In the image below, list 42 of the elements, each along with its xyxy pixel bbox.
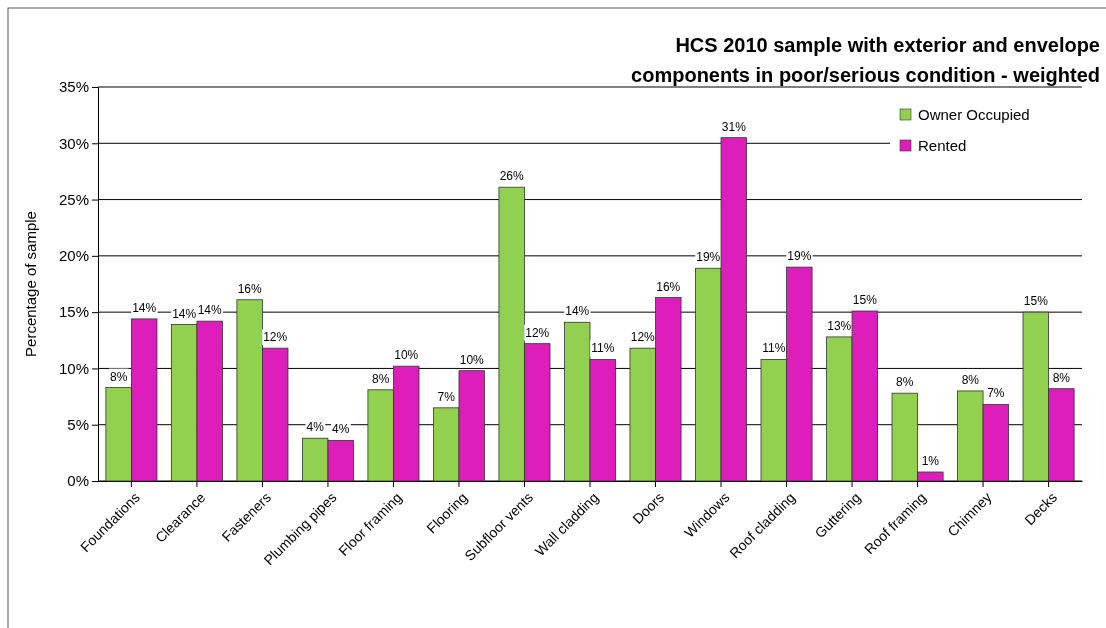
y-tick-label: 20% bbox=[58, 247, 89, 265]
data-label: 15% bbox=[1023, 294, 1049, 309]
y-tick-label: 35% bbox=[58, 78, 89, 96]
y-tick-label: 10% bbox=[58, 359, 89, 377]
y-tick-label: 30% bbox=[58, 134, 89, 152]
data-label: 12% bbox=[263, 330, 288, 345]
data-label: 16% bbox=[237, 281, 262, 296]
data-label: 7% bbox=[437, 389, 456, 404]
data-label: 11% bbox=[591, 341, 615, 356]
data-label: 31% bbox=[721, 119, 747, 134]
data-label: 15% bbox=[852, 293, 878, 308]
data-label: 11% bbox=[762, 341, 786, 356]
data-label: 4% bbox=[332, 422, 350, 437]
data-label: 8% bbox=[896, 375, 914, 390]
legend-label: Rented bbox=[918, 137, 967, 154]
data-label: 8% bbox=[961, 372, 980, 387]
data-label: 19% bbox=[696, 250, 721, 265]
y-axis-title: Percentage of sample bbox=[22, 211, 39, 357]
data-label: 7% bbox=[987, 386, 1005, 401]
data-label: 8% bbox=[372, 371, 390, 386]
data-label: 13% bbox=[827, 318, 852, 333]
data-label: 12% bbox=[630, 330, 656, 345]
data-label: 8% bbox=[109, 369, 128, 384]
data-label: 19% bbox=[787, 249, 812, 264]
data-label: 10% bbox=[394, 348, 419, 363]
y-tick-label: 0% bbox=[67, 472, 89, 490]
data-label: 10% bbox=[459, 352, 485, 367]
data-label: 4% bbox=[306, 420, 325, 435]
data-label: 14% bbox=[197, 303, 223, 318]
data-label: 1% bbox=[921, 453, 940, 468]
data-label: 16% bbox=[656, 279, 681, 294]
data-label: 8% bbox=[1052, 370, 1071, 385]
y-tick-label: 25% bbox=[58, 190, 89, 208]
legend-label: Owner Occupied bbox=[918, 106, 1030, 123]
data-label: 14% bbox=[565, 304, 590, 319]
data-label: 26% bbox=[499, 169, 525, 184]
data-label: 12% bbox=[525, 325, 550, 340]
chart-title: HCS 2010 sample with exterior and envelope components in poor/serious condition - weighted bbox=[631, 34, 1100, 86]
data-label: 14% bbox=[172, 306, 197, 321]
data-label: 14% bbox=[132, 300, 157, 315]
y-tick-label: 5% bbox=[67, 416, 89, 434]
y-tick-label: 15% bbox=[58, 303, 89, 321]
